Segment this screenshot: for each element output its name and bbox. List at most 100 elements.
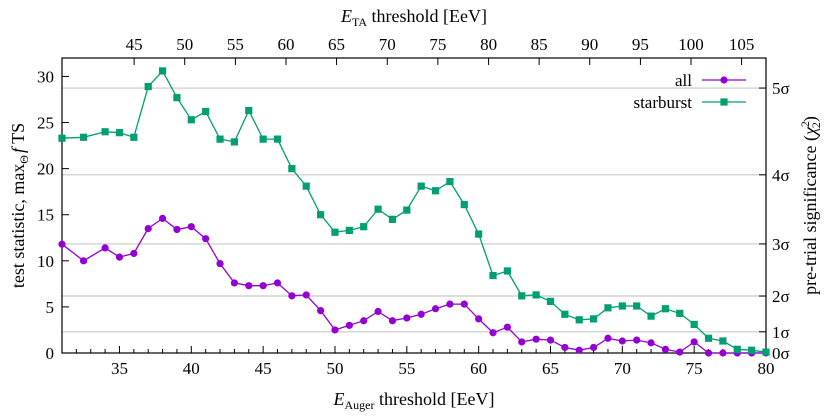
point-starburst (259, 135, 267, 143)
series-line-starburst (61, 69, 767, 353)
point-starburst (762, 348, 770, 356)
point-starburst (245, 106, 253, 115)
series-line-all (61, 217, 766, 354)
right-tick-label: 3σ (772, 235, 790, 254)
point-all (446, 300, 454, 308)
top-tick-label: 65 (328, 35, 345, 54)
point-all (676, 348, 684, 356)
series-layer (58, 67, 770, 357)
point-all (216, 259, 224, 268)
point-starburst (187, 116, 195, 124)
right-tick-label: 1σ (772, 323, 790, 342)
left-tick-label: 25 (37, 114, 54, 133)
top-tick-label: 80 (480, 35, 497, 54)
left-tick-label: 0 (46, 344, 55, 363)
legend: all starburst (633, 71, 746, 112)
point-all (130, 249, 138, 258)
point-all (158, 214, 167, 223)
bottom-tick-label: 55 (398, 359, 415, 378)
top-tick-label: 90 (581, 35, 598, 54)
point-starburst (733, 345, 741, 353)
point-all (403, 314, 411, 322)
point-starburst (475, 230, 483, 238)
legend-label-all: all (675, 71, 692, 90)
point-starburst (604, 304, 612, 312)
point-all (489, 329, 497, 337)
bottom-tick-label: 35 (111, 359, 128, 378)
point-starburst (202, 107, 210, 116)
point-starburst (173, 94, 181, 102)
point-starburst (273, 135, 282, 143)
point-starburst (130, 133, 138, 141)
point-starburst (317, 211, 325, 219)
point-all (417, 310, 425, 318)
point-all (230, 279, 239, 287)
point-starburst (460, 200, 468, 209)
point-starburst (216, 135, 224, 143)
bottom-axis-title: EAuger threshold [EeV] (333, 389, 495, 412)
top-tick-label: 55 (227, 35, 244, 54)
left-tick-label: 5 (46, 298, 55, 317)
legend-marker-starburst (720, 98, 728, 106)
legend-label-starburst: starburst (633, 93, 692, 112)
left-tick-label: 30 (37, 67, 54, 86)
ticks-layer: 0σ 1σ 2σ 3σ 4σ 5σ 0 5 10 15 20 25 30 35 40 45 50 55 60 65 70… (37, 35, 790, 378)
bottom-tick-label: 50 (326, 359, 343, 378)
series-starburst (58, 67, 770, 356)
point-all (647, 339, 655, 347)
point-starburst (360, 223, 368, 231)
right-tick-label: 0σ (772, 344, 790, 363)
point-all (518, 338, 526, 346)
point-starburst (288, 165, 296, 173)
point-all (431, 305, 440, 313)
right-axis-title: pre-trial significance (χ22) (798, 116, 823, 295)
top-tick-label: 70 (379, 35, 396, 54)
top-tick-label: 100 (678, 35, 704, 54)
point-starburst (532, 291, 540, 299)
point-all (374, 307, 382, 316)
point-all (661, 345, 670, 353)
point-all (475, 315, 483, 323)
point-all (589, 343, 598, 352)
point-all (259, 282, 267, 290)
point-all (360, 317, 368, 325)
point-all (503, 323, 511, 331)
point-starburst (618, 302, 626, 310)
left-axis-title: test statistic, maxΘf TS (8, 123, 31, 288)
top-tick-label: 50 (176, 35, 193, 54)
point-all (331, 326, 339, 334)
top-tick-label: 105 (729, 35, 755, 54)
left-tick-label: 20 (37, 160, 54, 179)
point-starburst (302, 182, 310, 190)
point-all (288, 292, 296, 300)
point-starburst (575, 316, 583, 324)
point-starburst (58, 134, 66, 142)
point-all (532, 335, 540, 343)
point-starburst (704, 334, 713, 342)
left-tick-label: 10 (37, 252, 54, 271)
point-all (317, 306, 325, 315)
point-all (115, 253, 124, 261)
point-starburst (719, 337, 727, 345)
point-starburst (101, 128, 109, 136)
point-all (690, 338, 698, 346)
point-all (187, 223, 195, 231)
point-starburst (403, 206, 411, 214)
point-all (561, 343, 569, 352)
point-starburst (144, 82, 152, 91)
series-all (58, 214, 770, 357)
point-all (245, 282, 253, 290)
bottom-tick-label: 65 (542, 359, 559, 378)
top-tick-label: 60 (277, 35, 294, 54)
point-all (575, 346, 583, 354)
top-tick-label: 95 (632, 35, 649, 54)
point-starburst (345, 226, 353, 234)
point-starburst (690, 320, 698, 329)
point-all (173, 225, 181, 234)
point-all (604, 334, 612, 342)
point-starburst (676, 309, 684, 317)
point-all (719, 349, 727, 357)
bottom-tick-label: 80 (758, 359, 775, 378)
point-starburst (374, 205, 382, 213)
